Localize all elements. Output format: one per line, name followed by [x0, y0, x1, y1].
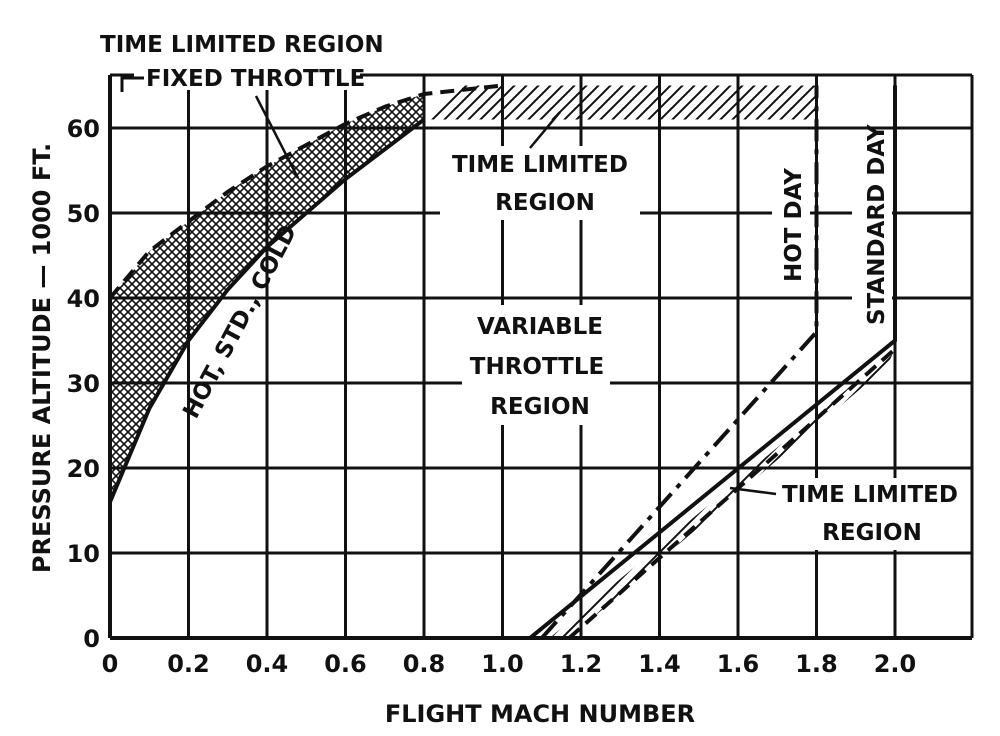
series-line-0 [108, 117, 426, 503]
tlr-top-line2: REGION [495, 190, 595, 216]
x-tick-label: 0.6 [324, 650, 367, 678]
time-limited-region-bottom [549, 349, 895, 638]
x-tick-label: 0.4 [246, 650, 289, 678]
variable-line2: THROTTLE [470, 354, 604, 380]
x-axis-title: FLIGHT MACH NUMBER [385, 700, 695, 728]
tlr-bottom-line2: REGION [822, 520, 922, 546]
x-tick-label: 1.0 [481, 650, 524, 678]
series-line-2 [540, 85, 819, 640]
y-tick-label: 40 [67, 285, 100, 313]
fixed-throttle-label: FIXED THROTTLE [146, 66, 365, 92]
tlr-top-leader [529, 111, 561, 149]
standard-day-bg [852, 150, 892, 330]
x-tick-label: 1.4 [638, 650, 681, 678]
x-tick-label: 2.0 [874, 650, 917, 678]
x-tick-label: 0 [102, 650, 119, 678]
hot-day-label: HOT DAY [781, 168, 807, 282]
variable-line3: REGION [490, 394, 590, 420]
y-tick-labels: 0 10 20 30 40 50 60 [67, 115, 100, 653]
title-bg [100, 28, 410, 58]
hot-day-bg [772, 148, 810, 286]
y-tick-label: 60 [67, 115, 100, 143]
tlr-top-line1: TIME LIMITED [452, 152, 628, 178]
x-tick-labels: 0 0.2 0.4 0.6 0.8 1.0 1.2 1.4 1.6 1.8 2.0 [102, 650, 917, 678]
x-tick-label: 0.2 [167, 650, 210, 678]
tlr-bottom-line1: TIME LIMITED [782, 482, 958, 508]
fixed-throttle-region [110, 94, 424, 502]
variable-line1: VARIABLE [477, 314, 603, 340]
y-tick-label: 10 [67, 540, 100, 568]
y-tick-label: 50 [67, 200, 100, 228]
variable-bg [462, 305, 610, 425]
top-title: TIME LIMITED REGION [100, 32, 384, 58]
tlr-bottom-bg [770, 478, 970, 550]
fixed-throttle-bg [134, 62, 360, 90]
x-tick-label: 1.8 [795, 650, 838, 678]
y-tick-label: 30 [67, 370, 100, 398]
fixed-throttle-bracket [120, 76, 144, 92]
x-tick-label: 0.8 [403, 650, 446, 678]
x-tick-label: 1.6 [717, 650, 760, 678]
standard-day-label: STANDARD DAY [864, 124, 890, 325]
y-tick-label: 20 [67, 455, 100, 483]
x-tick-label: 1.2 [560, 650, 603, 678]
series-line-3 [528, 85, 897, 640]
series-group [108, 83, 897, 640]
y-axis-title: PRESSURE ALTITUDE — 1000 FT. [28, 143, 56, 573]
time-limited-region-top [424, 85, 817, 120]
fixed-throttle-leader [254, 95, 300, 179]
series-line-4 [567, 347, 897, 640]
tlr-top-bg [440, 146, 640, 220]
tlr-bottom-leader [729, 486, 777, 496]
y-tick-label: 0 [83, 625, 100, 653]
